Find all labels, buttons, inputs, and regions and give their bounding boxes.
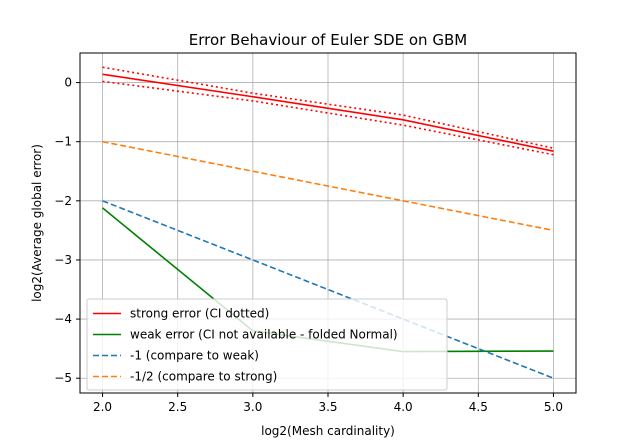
x-tick-label: 4.5 (469, 400, 488, 414)
legend-label: weak error (CI not available - folded No… (130, 328, 398, 342)
series-line-2 (102, 80, 554, 156)
y-axis-title: log2(Average global error) (30, 144, 44, 302)
x-tick-label: 2.5 (168, 400, 187, 414)
legend-box (86, 298, 448, 391)
y-tick-label: −3 (54, 253, 72, 267)
x-tick-label: 4.0 (394, 400, 413, 414)
x-axis-title: log2(Mesh cardinality) (261, 424, 395, 438)
x-tick-label: 5.0 (544, 400, 563, 414)
legend-label: -1 (compare to weak) (130, 349, 259, 363)
x-tick-label: 2.0 (93, 400, 112, 414)
x-tick-label: 3.5 (318, 400, 337, 414)
ticks: 2.0 2.5 3.0 3.5 4.0 4.5 5.0 0 −1 −2 −3 −4 −5 (54, 76, 563, 414)
legend: strong error (CI dotted) weak error (CI n… (86, 298, 448, 391)
x-tick-label: 3.0 (243, 400, 262, 414)
y-tick-label: 0 (64, 76, 72, 90)
y-tick-label: −1 (54, 135, 72, 149)
legend-label: -1/2 (compare to strong) (130, 370, 277, 384)
y-tick-label: −5 (54, 371, 72, 385)
y-tick-label: −2 (54, 194, 72, 208)
legend-label: strong error (CI dotted) (130, 307, 269, 321)
series-line-1 (102, 66, 554, 149)
chart-title: Error Behaviour of Euler SDE on GBM (189, 31, 467, 49)
series-line-5 (102, 140, 554, 232)
series-line-0 (102, 73, 554, 152)
y-tick-label: −4 (54, 312, 72, 326)
